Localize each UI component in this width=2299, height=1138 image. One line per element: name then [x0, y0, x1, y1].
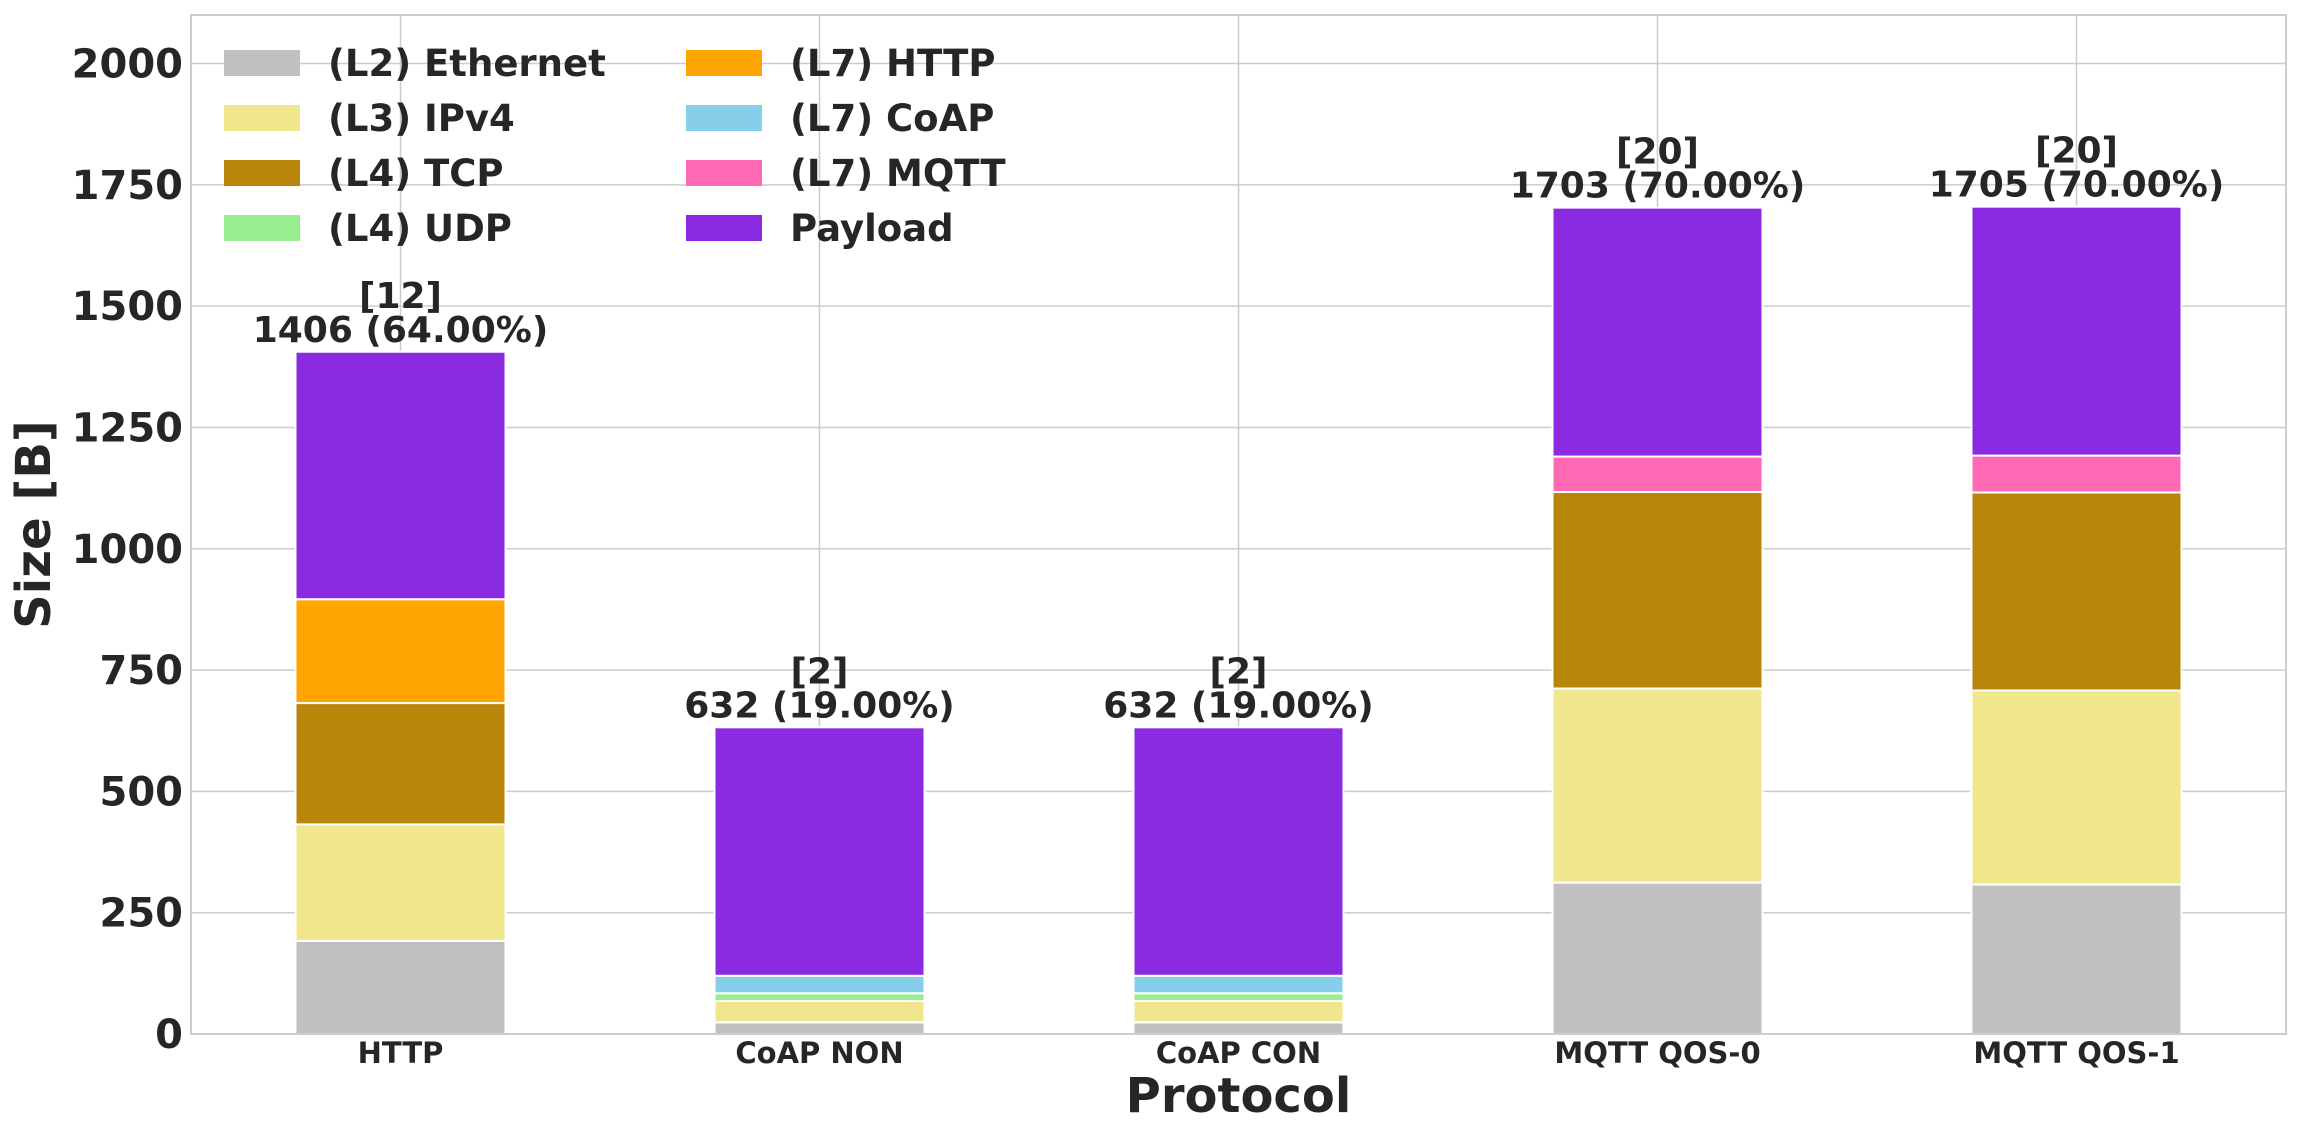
bar-segment-mqtt-qos-1-l7-mqtt — [1970, 454, 2183, 494]
y-tick-label: 750 — [100, 648, 184, 694]
legend-label-l2-ethernet: (L2) Ethernet — [328, 42, 606, 85]
legend-label-l7-coap: (L7) CoAP — [790, 97, 994, 140]
y-tick-label: 2000 — [72, 42, 183, 88]
bar-segment-coap-con-l4-udp — [1132, 992, 1345, 1003]
bar-annotation-line2: 1406 (64.00%) — [253, 310, 549, 351]
legend-label-l7-mqtt: (L7) MQTT — [790, 152, 1006, 195]
x-tick-label: CoAP NON — [735, 1036, 903, 1070]
bar-segment-http-l4-tcp — [294, 702, 507, 826]
bar-annotation-line2: 1705 (70.00%) — [1929, 165, 2225, 206]
legend-label-l7-http: (L7) HTTP — [790, 42, 995, 85]
bar-segment-mqtt-qos-0-l3-ipv4 — [1551, 687, 1764, 884]
legend: (L2) Ethernet (L3) IPv4 (L4) TCP (L4) UDP (L… — [224, 42, 1006, 250]
bar-segment-coap-non-l7-coap — [713, 974, 926, 995]
bar-segment-coap-non-l4-udp — [713, 992, 926, 1003]
bar-segment-mqtt-qos-0-l2-ethernet — [1551, 881, 1764, 1035]
y-tick-label: 1250 — [72, 405, 183, 451]
x-tick-label: MQTT QOS-0 — [1554, 1036, 1760, 1070]
bar-annotation-line1: [20] — [2035, 131, 2118, 172]
bar-segment-mqtt-qos-1-payload — [1970, 205, 2183, 457]
bar-annotation-line2: 632 (19.00%) — [1103, 685, 1374, 726]
bar-total-labels: [12]1406 (64.00%)[2]632 (19.00%)[2]632 (… — [253, 131, 2225, 727]
bar-segment-mqtt-qos-0-l7-mqtt — [1551, 455, 1764, 493]
legend-swatch-l4-tcp — [224, 160, 300, 186]
bar-segment-coap-non-payload — [713, 726, 926, 977]
x-tick-label: HTTP — [358, 1036, 444, 1070]
bar-segment-coap-non-l2-ethernet — [713, 1021, 926, 1036]
bar-segment-coap-con-l7-coap — [1132, 974, 1345, 995]
legend-swatch-l4-udp — [224, 215, 300, 241]
legend-swatch-l3-ipv4 — [224, 105, 300, 131]
legend-swatch-l2-ethernet — [224, 50, 300, 76]
bar-segment-http-l2-ethernet — [294, 939, 507, 1035]
bar-annotation-line2: 632 (19.00%) — [684, 685, 955, 726]
legend-label-l4-udp: (L4) UDP — [328, 207, 512, 250]
bar-segment-mqtt-qos-0-payload — [1551, 206, 1764, 458]
bar-segment-mqtt-qos-1-l2-ethernet — [1970, 883, 2183, 1036]
legend-label-l3-ipv4: (L3) IPv4 — [328, 97, 515, 140]
bar-segment-coap-con-l3-ipv4 — [1132, 1000, 1345, 1024]
y-tick-label: 1750 — [72, 163, 183, 209]
legend-swatch-payload — [686, 215, 762, 241]
bar-annotation-line2: 1703 (70.00%) — [1510, 166, 1806, 207]
y-tick-label: 1000 — [72, 527, 183, 573]
bar-segment-mqtt-qos-0-l4-tcp — [1551, 490, 1764, 690]
x-axis-ticks: HTTP CoAP NON CoAP CON MQTT QOS-0 MQTT QOS-1 — [358, 1036, 2180, 1070]
bar-annotation-line1: [20] — [1616, 132, 1699, 173]
bar-segment-mqtt-qos-1-l3-ipv4 — [1970, 689, 2183, 886]
y-tick-label: 1500 — [72, 284, 183, 330]
x-tick-label: CoAP CON — [1156, 1036, 1321, 1070]
legend-swatch-l7-mqtt — [686, 160, 762, 186]
bars — [294, 205, 2183, 1036]
y-tick-label: 250 — [100, 891, 184, 937]
legend-swatch-l7-coap — [686, 105, 762, 131]
bar-segment-mqtt-qos-1-l4-tcp — [1970, 491, 2183, 692]
bar-segment-http-l3-ipv4 — [294, 823, 507, 942]
x-tick-label: MQTT QOS-1 — [1973, 1036, 2179, 1070]
y-tick-label: 0 — [155, 1012, 183, 1058]
plot-frame — [190, 14, 2287, 1035]
bar-segment-coap-non-l3-ipv4 — [713, 1000, 926, 1024]
bar-segment-http-payload — [294, 350, 507, 601]
bar-annotation-line1: [2] — [791, 651, 849, 692]
x-axis-label: Protocol — [1126, 1068, 1352, 1124]
bar-segment-coap-con-payload — [1132, 726, 1345, 977]
legend-label-l4-tcp: (L4) TCP — [328, 152, 504, 195]
legend-label-payload: Payload — [790, 207, 954, 250]
bar-annotation-line1: [2] — [1210, 651, 1268, 692]
legend-swatch-l7-http — [686, 50, 762, 76]
y-tick-label: 500 — [100, 769, 184, 815]
bar-segment-coap-con-l2-ethernet — [1132, 1021, 1345, 1036]
bar-segment-http-l7-http — [294, 598, 507, 705]
y-axis-label: Size [B] — [6, 420, 62, 629]
bar-annotation-line1: [12] — [359, 276, 442, 317]
y-axis-ticks: 0 250 500 750 1000 1250 1500 1750 2000 — [72, 42, 183, 1058]
